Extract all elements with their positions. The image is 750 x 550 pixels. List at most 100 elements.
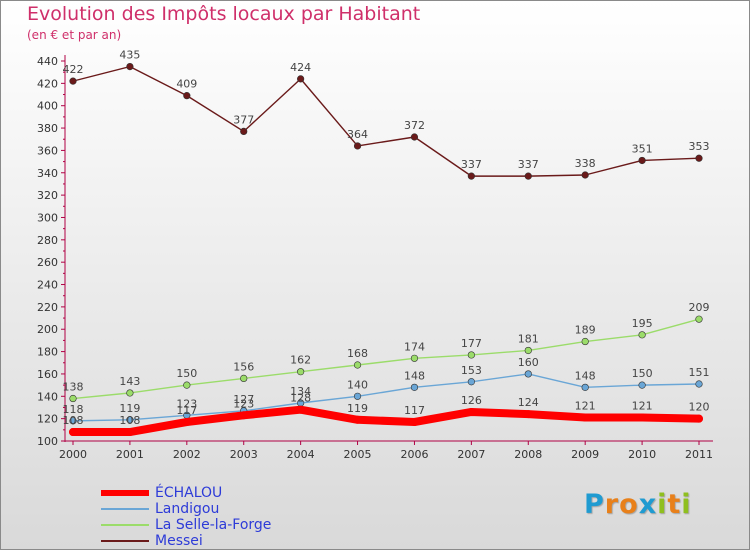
chart-title: Evolution des Impôts locaux par Habitant <box>27 3 421 25</box>
y-tick-label: 400 <box>37 100 58 113</box>
series-line <box>72 373 700 422</box>
data-point <box>467 351 475 359</box>
data-label: 377 <box>233 113 254 126</box>
x-tick-label: 2003 <box>230 448 258 461</box>
data-label: 153 <box>461 364 482 377</box>
data-point <box>297 75 305 83</box>
data-label: 117 <box>404 404 425 417</box>
data-point <box>638 413 647 422</box>
data-point <box>239 411 248 420</box>
x-tick-label: 2000 <box>59 448 87 461</box>
data-label: 117 <box>176 404 197 417</box>
y-tick-label: 440 <box>37 55 58 68</box>
data-point <box>183 92 191 100</box>
data-label: 148 <box>404 369 425 382</box>
data-label: 123 <box>233 397 254 410</box>
data-label: 209 <box>689 301 710 314</box>
x-tick-label: 2004 <box>287 448 315 461</box>
data-label: 353 <box>689 140 710 153</box>
x-tick-label: 2009 <box>571 448 599 461</box>
y-tick-label: 420 <box>37 77 58 90</box>
data-point <box>410 418 419 426</box>
data-label: 126 <box>461 394 482 407</box>
series-line <box>72 318 700 400</box>
legend-label: Messei <box>155 533 203 549</box>
data-point <box>126 416 134 424</box>
data-label: 351 <box>632 142 653 155</box>
data-point <box>69 77 77 85</box>
data-point <box>353 142 362 150</box>
x-tick-label: 2006 <box>400 448 428 461</box>
logo-letter: r <box>604 489 620 520</box>
data-point <box>695 315 703 323</box>
x-tick-label: 2008 <box>514 448 542 461</box>
proxiti-logo: Proxiti <box>584 489 692 520</box>
data-label: 435 <box>119 49 140 62</box>
legend-swatch-messei <box>101 540 149 542</box>
y-tick-label: 200 <box>37 323 58 336</box>
data-point <box>638 331 646 339</box>
y-tick-label: 300 <box>37 211 58 224</box>
data-point <box>695 380 703 388</box>
data-label: 364 <box>347 128 368 141</box>
y-tick-label: 180 <box>37 346 58 359</box>
data-label: 409 <box>176 78 197 91</box>
data-point <box>695 414 703 423</box>
data-point <box>353 392 362 400</box>
legend-swatch-echalou <box>101 490 149 496</box>
data-label: 127 <box>233 393 254 406</box>
data-point <box>524 172 532 180</box>
data-label: 118 <box>63 403 84 416</box>
data-label: 338 <box>575 157 596 170</box>
logo-letter: P <box>584 489 605 520</box>
data-label: 138 <box>63 381 84 394</box>
data-label: 143 <box>119 375 140 388</box>
data-point <box>69 417 77 425</box>
data-point <box>353 361 362 369</box>
data-point <box>638 156 646 165</box>
data-point <box>638 381 646 389</box>
data-label: 174 <box>404 340 425 353</box>
data-point <box>69 394 77 403</box>
chart-subtitle: (en € et par an) <box>27 28 122 42</box>
y-tick-label: 160 <box>37 368 58 381</box>
data-label: 121 <box>632 400 653 413</box>
y-tick-label: 120 <box>37 413 58 426</box>
data-point <box>581 171 589 179</box>
data-point <box>125 428 134 437</box>
data-point <box>581 413 590 422</box>
data-label: 134 <box>290 385 311 398</box>
data-point <box>69 428 77 437</box>
data-label: 337 <box>461 158 482 171</box>
data-label: 151 <box>689 366 710 379</box>
data-point <box>410 133 419 141</box>
x-tick-label: 2007 <box>457 448 485 461</box>
data-label: 108 <box>119 414 140 427</box>
data-label: 195 <box>632 317 653 330</box>
y-tick-label: 140 <box>37 390 58 403</box>
data-label: 121 <box>575 400 596 413</box>
data-label: 422 <box>63 63 84 76</box>
x-tick-label: 2011 <box>685 448 713 461</box>
data-label: 119 <box>119 402 140 415</box>
data-point <box>581 337 589 346</box>
logo-letter: o <box>619 489 639 520</box>
data-point <box>467 378 475 386</box>
data-label: 150 <box>176 367 197 380</box>
y-tick-label: 260 <box>37 256 58 269</box>
data-label: 108 <box>63 414 84 427</box>
data-label: 119 <box>347 402 368 415</box>
data-point <box>240 374 248 383</box>
y-tick-label: 320 <box>37 189 58 202</box>
y-tick-label: 240 <box>37 279 58 292</box>
y-tick-label: 380 <box>37 122 58 135</box>
data-point <box>353 415 362 424</box>
y-tick-label: 360 <box>37 144 58 157</box>
data-point <box>410 354 419 362</box>
logo-letter: i <box>681 489 692 520</box>
legend-label: ÉCHALOU <box>155 485 223 501</box>
data-label: 123 <box>176 397 197 410</box>
data-label: 181 <box>518 332 539 345</box>
data-label: 140 <box>347 378 368 391</box>
data-point <box>524 370 532 378</box>
